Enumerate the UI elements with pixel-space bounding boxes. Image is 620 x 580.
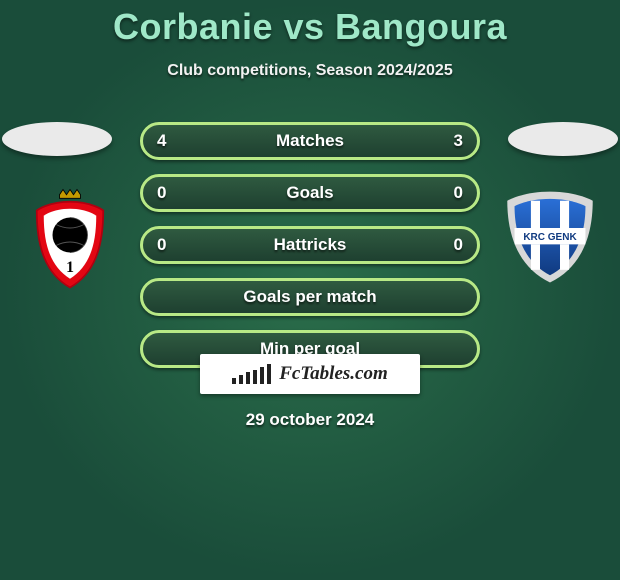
genk-text: KRC GENK [523, 232, 577, 243]
stat-row-goals: 0 Goals 0 [140, 174, 480, 212]
brand-footer: FcTables.com [200, 354, 420, 394]
stat-matches-label: Matches [143, 125, 477, 157]
stat-hattricks-label: Hattricks [143, 229, 477, 261]
antwerp-crest-icon: 1 [25, 186, 115, 291]
brand-text: FcTables.com [279, 363, 388, 385]
stat-hattricks-right: 0 [454, 229, 463, 261]
team-right-badge: KRC GENK [495, 178, 605, 298]
page-title: Corbanie vs Bangoura [0, 6, 620, 48]
stat-matches-right: 3 [454, 125, 463, 157]
page-subtitle: Club competitions, Season 2024/2025 [0, 62, 620, 80]
genk-crest-icon: KRC GENK [500, 188, 600, 288]
stat-row-matches: 4 Matches 3 [140, 122, 480, 160]
stat-goals-right: 0 [454, 177, 463, 209]
team-left-badge: 1 [15, 178, 125, 298]
stat-row-gpm: Goals per match [140, 278, 480, 316]
stats-container: 4 Matches 3 0 Goals 0 0 Hattricks 0 Goal… [140, 122, 480, 382]
stat-goals-label: Goals [143, 177, 477, 209]
team-left-ellipse [2, 122, 112, 156]
team-right-ellipse [508, 122, 618, 156]
antwerp-number: 1 [66, 258, 74, 275]
stat-gpm-label: Goals per match [143, 281, 477, 313]
brand-bars-icon [232, 364, 271, 384]
stat-row-hattricks: 0 Hattricks 0 [140, 226, 480, 264]
date-label: 29 october 2024 [0, 410, 620, 430]
